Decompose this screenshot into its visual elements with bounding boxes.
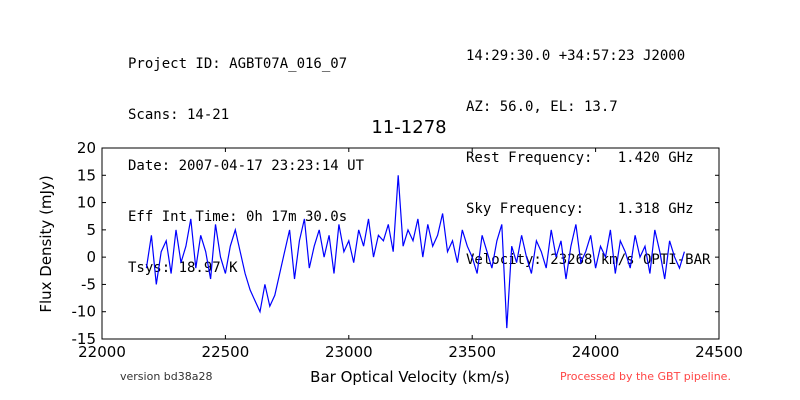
- series-line-0: [145, 175, 685, 329]
- y-axis: -15 -10 -5 0 5 10 15 20: [72, 139, 719, 348]
- y-tick-label: 0: [86, 248, 96, 266]
- date-line: Date: 2007-04-17 23:23:14 UT: [128, 158, 365, 174]
- coordinates-line: 14:29:30.0 +34:57:23 J2000: [466, 48, 686, 64]
- y-tick-label: 20: [77, 139, 96, 157]
- version-label: version bd38a28: [120, 370, 213, 383]
- x-tick-label: 23500: [448, 343, 496, 361]
- pipeline-label: Processed by the GBT pipeline.: [560, 370, 731, 383]
- rest-frequency-line: Rest Frequency: 1.420 GHz: [466, 150, 694, 166]
- x-tick-label: 22500: [202, 343, 250, 361]
- observation-info-right: 14:29:30.0 +34:57:23 J2000 AZ: 56.0, EL:…: [466, 14, 710, 286]
- x-axis-label: Bar Optical Velocity (km/s): [310, 368, 510, 386]
- plot-area: [145, 175, 685, 329]
- plot-frame: [101, 147, 720, 340]
- int-time-line: Eff Int Time: 0h 17m 30.0s: [128, 209, 348, 225]
- project-id-line: Project ID: AGBT07A_016_07: [128, 56, 348, 72]
- x-axis: 22000 22500 23000 23500 24000 24500: [78, 148, 743, 361]
- y-tick-label: 15: [77, 166, 96, 184]
- y-tick-label: -10: [72, 303, 97, 321]
- x-tick-label: 24500: [695, 343, 743, 361]
- x-tick-label: 24000: [572, 343, 620, 361]
- y-tick-label: -5: [81, 275, 96, 293]
- y-tick-label: 5: [86, 221, 96, 239]
- az-el-line: AZ: 56.0, EL: 13.7: [466, 99, 618, 115]
- x-tick-label: 22000: [78, 343, 126, 361]
- y-axis-label: Flux Density (mJy): [37, 175, 55, 312]
- observation-info-left: Project ID: AGBT07A_016_07 Scans: 14-21 …: [128, 22, 364, 294]
- x-tick-label: 23000: [325, 343, 373, 361]
- y-tick-label: -15: [72, 330, 97, 348]
- chart-title: 11-1278: [371, 117, 446, 138]
- sky-frequency-line: Sky Frequency: 1.318 GHz: [466, 201, 694, 217]
- tsys-line: Tsys: 18.97 K: [128, 260, 238, 276]
- y-tick-label: 10: [77, 194, 96, 212]
- scans-line: Scans: 14-21: [128, 107, 230, 123]
